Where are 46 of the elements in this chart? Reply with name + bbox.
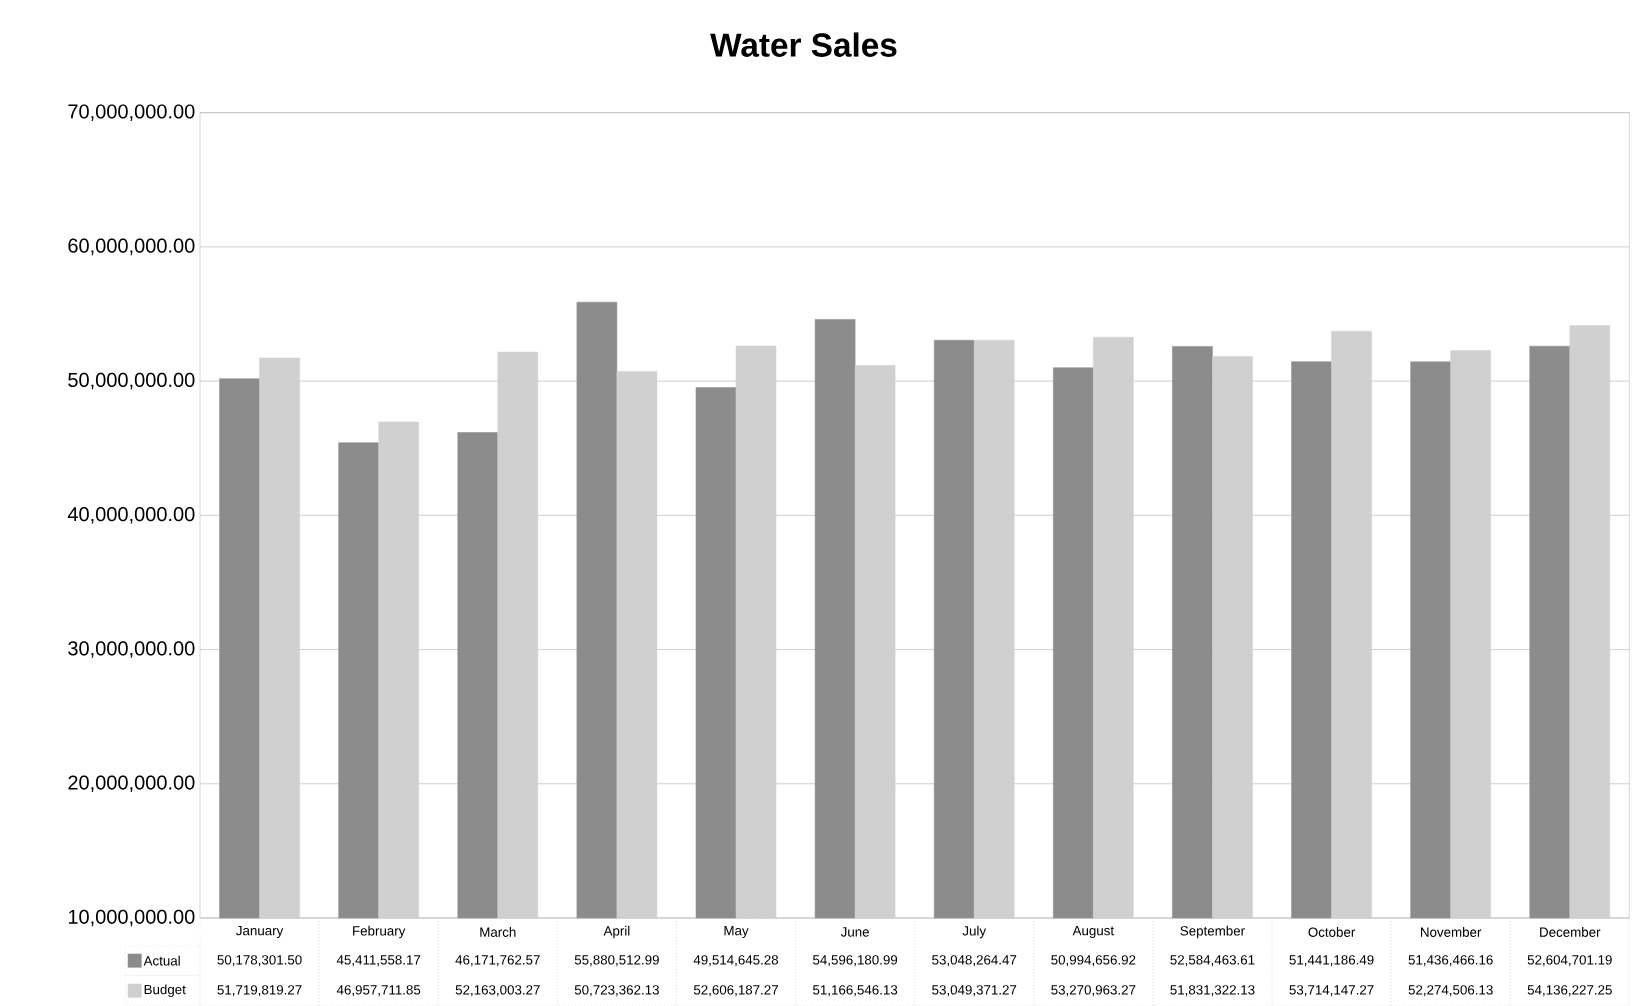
data-label: 51,436,466.16 bbox=[1408, 955, 1493, 967]
x-tick-label: March bbox=[480, 927, 516, 937]
x-tick-label: May bbox=[724, 926, 749, 938]
y-tick-label: 40,000,000.00 bbox=[67, 507, 195, 524]
y-tick-label: 20,000,000.00 bbox=[68, 775, 195, 793]
data-label: 51,166,546.13 bbox=[813, 985, 898, 997]
x-tick-label: August bbox=[1072, 926, 1114, 938]
y-tick-label: 30,000,000.00 bbox=[68, 641, 195, 658]
data-label: 50,178,301.50 bbox=[217, 955, 302, 967]
data-label: 50,994,656.92 bbox=[1051, 955, 1136, 967]
data-label: 46,171,762.57 bbox=[455, 955, 540, 967]
data-label: 53,049,371.27 bbox=[932, 985, 1017, 997]
data-label: 53,270,963.27 bbox=[1051, 985, 1136, 997]
data-label: 52,163,003.27 bbox=[455, 985, 540, 997]
x-tick-label: October bbox=[1308, 927, 1356, 937]
data-label: 51,441,186.49 bbox=[1289, 955, 1374, 967]
data-label: 52,604,701.19 bbox=[1527, 955, 1612, 967]
x-tick-label: June bbox=[840, 927, 869, 937]
data-label: 46,957,711.85 bbox=[336, 985, 421, 997]
data-label: 54,596,180.99 bbox=[813, 955, 898, 967]
data-label: 52,606,187.27 bbox=[693, 985, 778, 997]
y-tick-label: 50,000,000.00 bbox=[68, 372, 195, 390]
data-label: 51,719,819.27 bbox=[217, 985, 302, 997]
data-label: 52,584,463.61 bbox=[1170, 955, 1255, 967]
x-tick-label: January bbox=[236, 926, 284, 938]
y-tick-label: 60,000,000.00 bbox=[68, 238, 195, 256]
x-tick-label: February bbox=[353, 925, 406, 939]
chart-title: Water Sales bbox=[710, 32, 897, 57]
data-label: 53,048,264.47 bbox=[932, 955, 1017, 967]
legend-label: Budget bbox=[144, 984, 186, 997]
legend-label: Actual bbox=[143, 955, 180, 966]
data-label: 49,514,645.28 bbox=[693, 955, 779, 967]
data-label: 52,274,506.13 bbox=[1408, 985, 1493, 997]
x-tick-label: September bbox=[1180, 925, 1245, 939]
x-tick-label: December bbox=[1540, 927, 1601, 937]
data-label: 51,831,322.13 bbox=[1170, 985, 1255, 997]
y-tick-label: 10,000,000.00 bbox=[68, 909, 195, 927]
x-tick-label: April bbox=[603, 925, 630, 939]
x-tick-label: November bbox=[1421, 927, 1482, 937]
data-label: 54,136,227.25 bbox=[1527, 985, 1612, 997]
data-label: 53,714,147.27 bbox=[1289, 985, 1374, 997]
data-label: 55,880,512.99 bbox=[574, 955, 659, 967]
data-label: 45,411,558.17 bbox=[336, 955, 421, 967]
y-tick-label: 70,000,000.00 bbox=[68, 104, 195, 121]
data-label: 50,723,362.13 bbox=[574, 985, 659, 997]
x-tick-label: July bbox=[962, 925, 987, 939]
